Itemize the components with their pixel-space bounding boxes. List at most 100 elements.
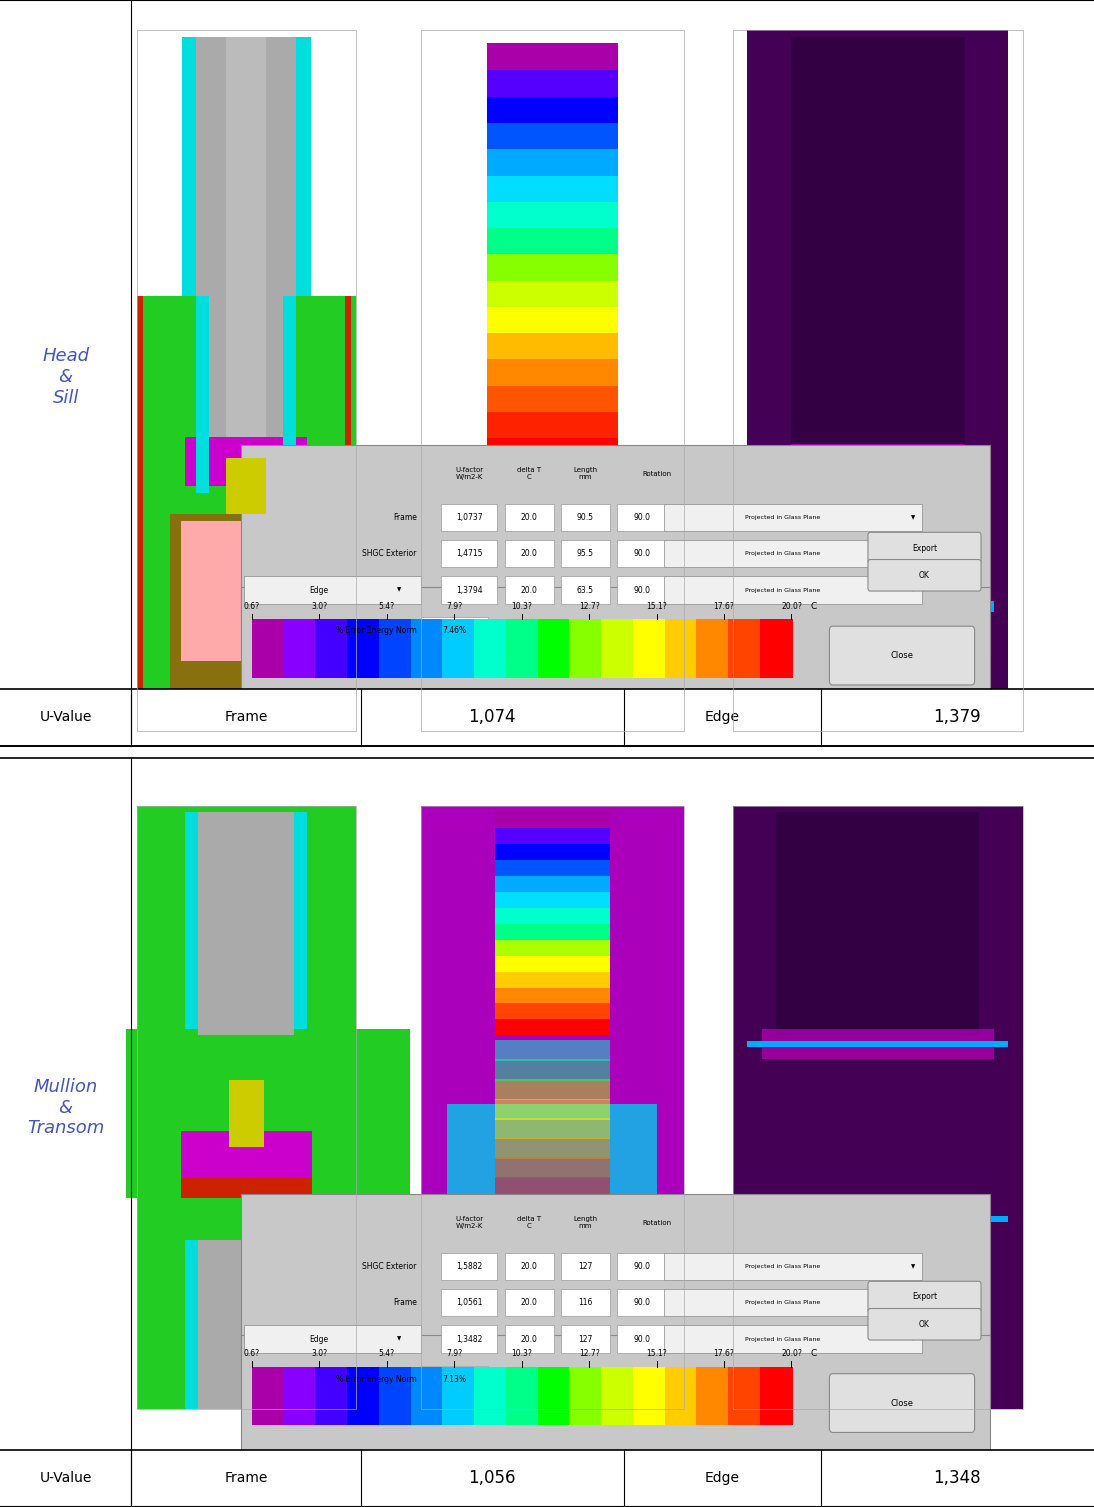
Text: 17.6?: 17.6? bbox=[713, 1349, 734, 1358]
Bar bbox=[185, 1240, 307, 1409]
Bar bbox=[421, 806, 684, 1409]
Text: Close: Close bbox=[891, 651, 913, 660]
Bar bbox=[617, 577, 666, 604]
Bar bbox=[196, 38, 296, 464]
Bar bbox=[617, 503, 666, 530]
Text: 90.0: 90.0 bbox=[633, 512, 650, 521]
Text: Frame: Frame bbox=[393, 512, 417, 521]
Text: 7.9?: 7.9? bbox=[446, 1349, 463, 1358]
Bar bbox=[185, 812, 307, 1035]
Bar bbox=[196, 297, 209, 493]
Bar bbox=[226, 38, 266, 464]
Text: 20.0?: 20.0? bbox=[781, 1349, 802, 1358]
Text: Length
mm: Length mm bbox=[573, 467, 597, 479]
Bar bbox=[494, 1245, 610, 1258]
Text: 127: 127 bbox=[579, 1335, 593, 1344]
Bar bbox=[283, 619, 316, 678]
Text: 3.0?: 3.0? bbox=[312, 601, 327, 610]
Text: Projected in Glass Plane: Projected in Glass Plane bbox=[745, 588, 819, 592]
Text: ▼: ▼ bbox=[911, 1301, 915, 1305]
Text: Frame: Frame bbox=[224, 1471, 268, 1486]
Bar bbox=[617, 1326, 666, 1353]
Text: 17.6?: 17.6? bbox=[713, 601, 734, 610]
Bar bbox=[617, 1252, 666, 1279]
Text: 7.46%: 7.46% bbox=[442, 625, 466, 634]
Text: % Error Energy Norm: % Error Energy Norm bbox=[336, 1374, 417, 1383]
Bar bbox=[137, 806, 356, 1409]
Bar bbox=[229, 1081, 264, 1147]
Text: 1,379: 1,379 bbox=[933, 708, 981, 726]
Bar bbox=[283, 1367, 316, 1426]
Bar bbox=[494, 1338, 610, 1350]
Bar bbox=[447, 1105, 657, 1198]
Bar bbox=[487, 359, 618, 386]
Bar bbox=[494, 1099, 610, 1120]
Bar bbox=[494, 874, 610, 892]
Text: delta T
C: delta T C bbox=[517, 1216, 542, 1228]
Bar bbox=[379, 619, 411, 678]
Text: 1,056: 1,056 bbox=[468, 1469, 516, 1487]
Text: Edge: Edge bbox=[309, 586, 328, 595]
Bar bbox=[345, 297, 351, 731]
Bar bbox=[537, 1367, 570, 1426]
Bar bbox=[494, 1349, 610, 1362]
Text: 1,3794: 1,3794 bbox=[456, 586, 482, 595]
Bar bbox=[441, 540, 498, 567]
Bar bbox=[561, 577, 609, 604]
Bar bbox=[504, 540, 554, 567]
Text: ▼: ▼ bbox=[911, 588, 915, 592]
Bar bbox=[696, 619, 729, 678]
Text: 10.3?: 10.3? bbox=[511, 1349, 532, 1358]
Bar bbox=[733, 30, 1023, 731]
Text: Projected in Glass Plane: Projected in Glass Plane bbox=[745, 1301, 819, 1305]
Bar bbox=[504, 1288, 554, 1316]
Text: 1,0561: 1,0561 bbox=[456, 1298, 482, 1307]
Bar bbox=[791, 38, 965, 464]
Bar bbox=[494, 1059, 610, 1081]
Bar bbox=[241, 1194, 990, 1405]
Bar bbox=[664, 503, 922, 530]
Bar bbox=[494, 906, 610, 924]
Bar bbox=[569, 619, 602, 678]
Bar bbox=[181, 521, 312, 660]
Text: % Error Energy Norm: % Error Energy Norm bbox=[336, 625, 417, 634]
Bar bbox=[441, 503, 498, 530]
Text: C: C bbox=[811, 601, 816, 610]
Bar bbox=[182, 38, 311, 464]
Bar bbox=[487, 173, 618, 202]
Bar bbox=[379, 1367, 411, 1426]
Bar bbox=[420, 618, 488, 643]
Text: Export: Export bbox=[912, 1293, 938, 1302]
Bar bbox=[421, 30, 684, 731]
Bar bbox=[601, 1367, 633, 1426]
Bar bbox=[494, 1291, 610, 1305]
Bar bbox=[617, 540, 666, 567]
Bar bbox=[137, 30, 356, 731]
Text: 90.0: 90.0 bbox=[633, 586, 650, 595]
FancyBboxPatch shape bbox=[868, 532, 981, 564]
Text: Export: Export bbox=[912, 544, 938, 553]
Text: ▼: ▼ bbox=[911, 552, 915, 556]
Bar bbox=[759, 619, 792, 678]
Bar bbox=[474, 619, 507, 678]
Text: 20.0: 20.0 bbox=[521, 1335, 537, 1344]
Bar bbox=[468, 464, 637, 731]
Bar bbox=[441, 1288, 498, 1316]
Bar bbox=[487, 279, 618, 307]
Bar bbox=[601, 619, 633, 678]
Bar bbox=[315, 619, 348, 678]
Bar bbox=[747, 30, 1009, 731]
Bar bbox=[421, 806, 684, 1409]
Bar bbox=[504, 577, 554, 604]
Text: 1,348: 1,348 bbox=[933, 1469, 981, 1487]
Text: Edge: Edge bbox=[705, 1471, 740, 1486]
Text: 1,5882: 1,5882 bbox=[456, 1261, 482, 1270]
Text: 3.0?: 3.0? bbox=[312, 1349, 327, 1358]
Text: Rotation: Rotation bbox=[642, 470, 671, 476]
Bar bbox=[494, 986, 610, 1004]
FancyBboxPatch shape bbox=[868, 1281, 981, 1313]
Bar bbox=[487, 69, 618, 96]
Text: 127: 127 bbox=[579, 1261, 593, 1270]
Bar bbox=[494, 1177, 610, 1198]
Bar bbox=[137, 297, 143, 731]
